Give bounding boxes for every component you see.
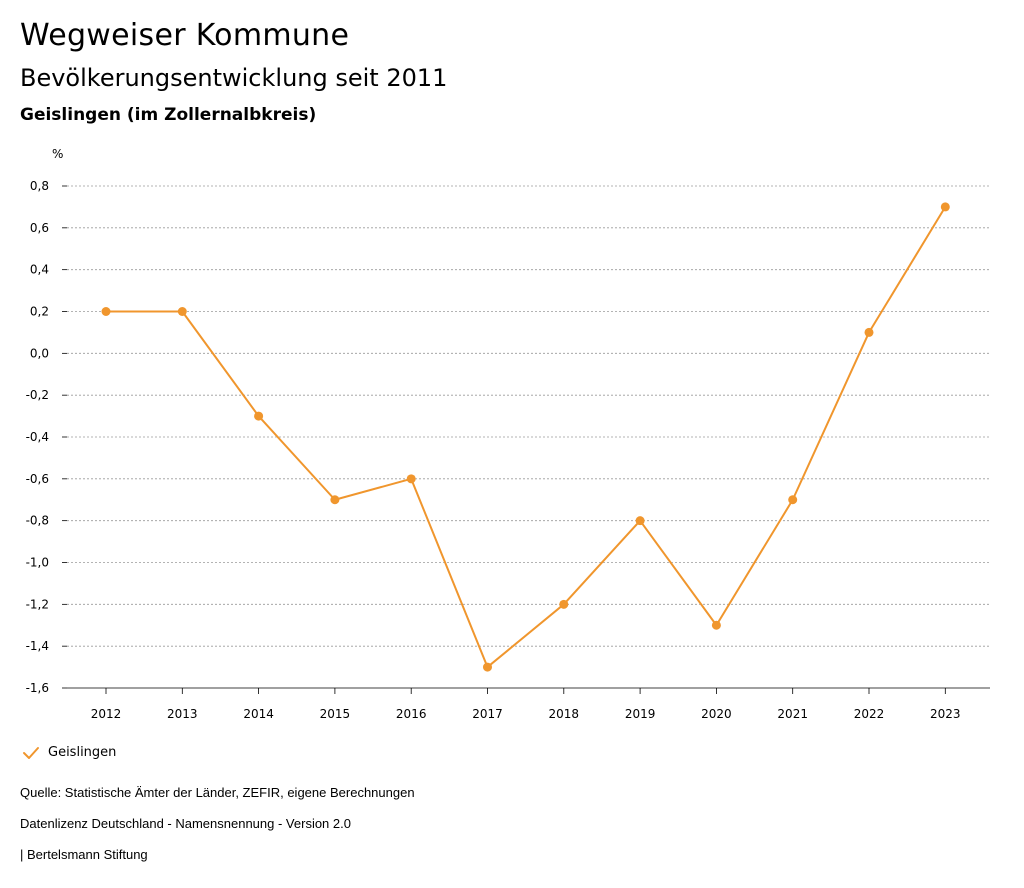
data-point[interactable] <box>330 495 340 505</box>
data-point[interactable] <box>559 599 569 609</box>
brand-note[interactable]: | Bertelsmann Stiftung <box>20 847 148 862</box>
legend[interactable]: Geislingen <box>22 745 116 760</box>
x-tick-label: 2016 <box>396 707 427 721</box>
x-tick-label: 2018 <box>549 707 580 721</box>
legend-label: Geislingen <box>48 745 117 760</box>
data-point[interactable] <box>788 495 798 505</box>
chart-subtitle: Bevölkerungsentwicklung seit 2011 <box>20 64 448 92</box>
x-tick-label: 2017 <box>472 707 503 721</box>
x-tick-label: 2021 <box>777 707 808 721</box>
x-tick-label: 2020 <box>701 707 732 721</box>
y-tick-label: 0,6 <box>30 221 49 235</box>
y-tick-label: 0,4 <box>30 263 49 277</box>
y-unit-label: % <box>52 147 63 161</box>
series <box>101 202 950 672</box>
y-tick-label: -0,6 <box>26 472 49 486</box>
y-tick-label: -1,2 <box>26 597 49 611</box>
x-tick-label: 2023 <box>930 707 961 721</box>
data-point[interactable] <box>177 307 187 316</box>
chart-title: Wegweiser Kommune <box>20 18 350 53</box>
y-tick-label: -0,2 <box>26 388 49 402</box>
license-note[interactable]: Datenlizenz Deutschland - Namensnennung … <box>20 816 351 831</box>
data-point[interactable] <box>635 516 645 526</box>
data-point[interactable] <box>940 202 950 212</box>
y-tick-label: -1,6 <box>26 681 49 695</box>
grid-lines <box>67 185 990 689</box>
check-icon <box>23 746 39 759</box>
line-chart: % 0,8 0,6 0,4 0,2 0,0 -0,2 -0,4 -0,6 -0,8 -1,0 -1,2… <box>26 147 990 721</box>
x-tick-label: 2015 <box>320 707 351 721</box>
x-tick-label: 2019 <box>625 707 656 721</box>
source-note: Quelle: Statistische Ämter der Länder, Z… <box>20 785 415 800</box>
y-tick-label: -0,8 <box>26 514 49 528</box>
data-point[interactable] <box>864 327 874 337</box>
x-tick-label: 2014 <box>243 707 274 721</box>
y-tick-label: 0,0 <box>30 346 49 360</box>
axes: % 0,8 0,6 0,4 0,2 0,0 -0,2 -0,4 -0,6 -0,8 -1,0 -1,2… <box>26 147 961 721</box>
x-tick-label: 2022 <box>854 707 885 721</box>
x-tick-label: 2012 <box>91 707 122 721</box>
y-tick-label: 0,8 <box>30 179 49 193</box>
data-point[interactable] <box>254 411 264 421</box>
data-point[interactable] <box>101 307 111 316</box>
data-point[interactable] <box>483 662 492 672</box>
y-tick-label: -1,4 <box>26 639 49 653</box>
x-tick-label: 2013 <box>167 707 198 721</box>
data-point[interactable] <box>406 474 416 484</box>
region-label: Geislingen (im Zollernalbkreis) <box>20 105 317 125</box>
y-tick-label: -0,4 <box>26 430 49 444</box>
y-tick-label: 0,2 <box>30 305 49 319</box>
series-line-geislingen <box>106 206 947 669</box>
y-tick-label: -1,0 <box>26 556 49 570</box>
data-point[interactable] <box>711 620 721 630</box>
